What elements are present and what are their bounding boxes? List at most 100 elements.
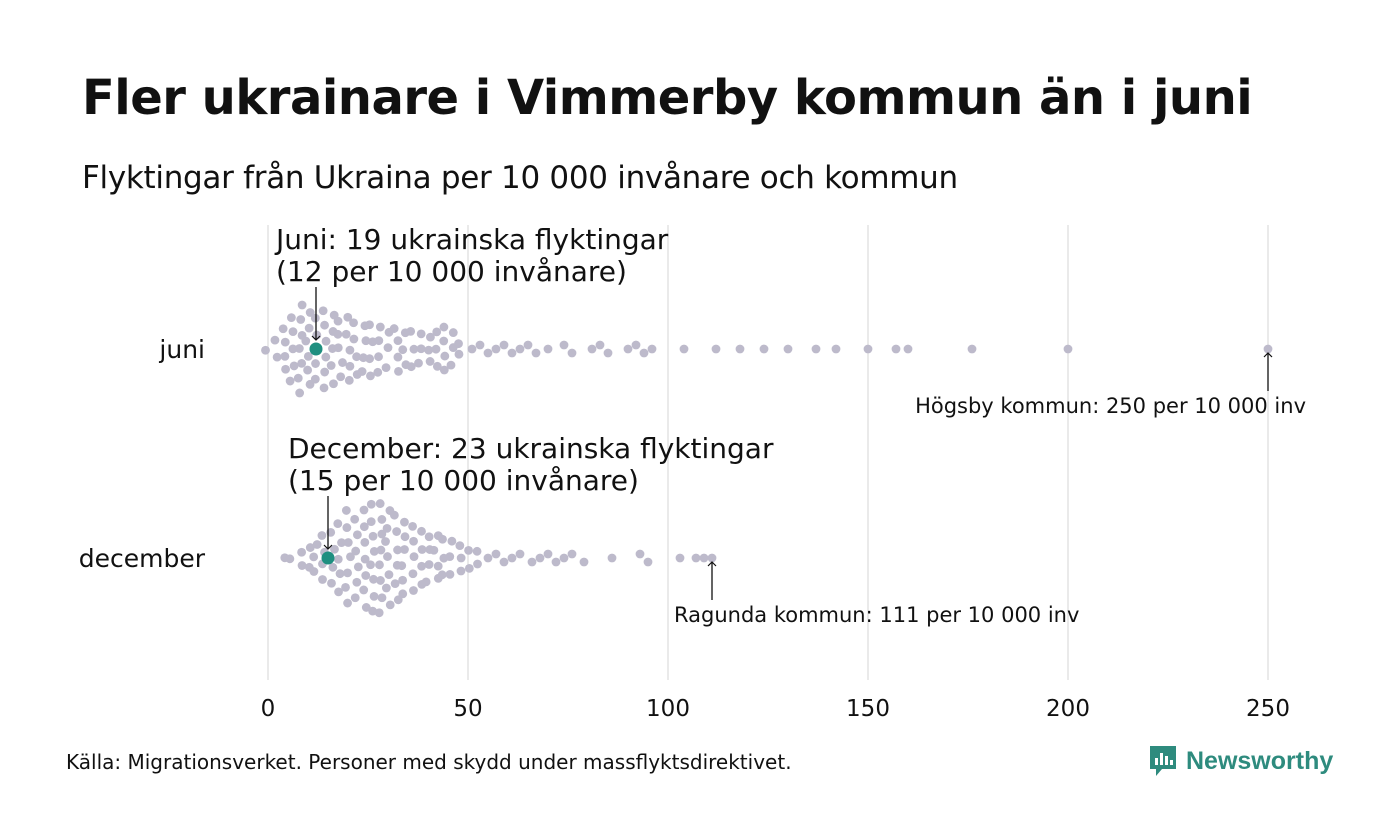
gridlines	[267, 225, 1269, 680]
data-point	[297, 300, 307, 310]
data-point	[278, 324, 288, 334]
max-annotation-label: Ragunda kommun: 111 per 10 000 inv	[674, 603, 1079, 627]
data-point	[631, 340, 641, 350]
data-point	[311, 359, 320, 368]
data-point	[366, 499, 376, 509]
highlight-label-line2: (12 per 10 000 invånare)	[276, 255, 627, 288]
data-point	[735, 344, 745, 354]
data-point	[475, 340, 485, 350]
data-point	[863, 344, 873, 354]
data-point	[310, 374, 320, 384]
data-point	[361, 603, 371, 612]
data-point	[328, 562, 338, 572]
data-point	[366, 560, 375, 570]
data-point	[330, 544, 339, 554]
data-point	[309, 552, 319, 562]
data-point	[297, 358, 307, 368]
data-point	[464, 545, 473, 555]
data-point	[400, 545, 409, 554]
data-point	[392, 527, 402, 536]
data-point	[374, 336, 384, 346]
data-point	[559, 553, 569, 563]
data-point	[303, 351, 313, 361]
data-point	[297, 547, 307, 557]
data-point	[381, 537, 390, 546]
data-point	[377, 529, 387, 539]
data-point	[431, 344, 441, 354]
data-point	[783, 344, 793, 354]
data-point	[334, 587, 343, 597]
data-point	[424, 560, 434, 569]
data-point	[286, 313, 296, 323]
data-point	[377, 515, 387, 524]
data-point	[483, 348, 493, 358]
data-point	[424, 345, 434, 355]
data-point	[312, 540, 322, 549]
data-point	[345, 361, 355, 371]
data-point	[312, 330, 322, 340]
data-point	[440, 351, 450, 361]
data-point	[369, 546, 379, 556]
data-point	[341, 582, 350, 592]
data-point	[341, 506, 351, 515]
data-point	[424, 532, 434, 542]
data-point	[365, 320, 374, 330]
data-point	[587, 344, 597, 354]
data-point	[891, 344, 901, 354]
data-point	[499, 340, 509, 350]
data-point	[366, 371, 375, 381]
data-point	[903, 344, 913, 354]
data-point	[353, 562, 363, 572]
data-point	[320, 367, 330, 377]
data-point	[296, 315, 306, 324]
row-label-december: december	[79, 544, 206, 573]
data-point	[491, 549, 501, 559]
data-point	[515, 549, 525, 559]
data-point	[375, 560, 384, 570]
highlight-label-line1: December: 23 ukrainska flyktingar	[288, 432, 774, 465]
x-tick-label: 50	[453, 696, 482, 722]
data-point	[543, 344, 553, 354]
data-point	[472, 546, 482, 556]
annotations: Juni: 19 ukrainska flyktingar(12 per 10 …	[274, 223, 1306, 627]
data-point	[366, 517, 376, 527]
dots	[261, 300, 1273, 618]
axis-labels: 0 50 100 150 200 250 juni december	[79, 335, 1290, 722]
data-point	[301, 336, 311, 346]
data-point	[531, 348, 541, 358]
data-point	[352, 530, 362, 540]
data-point	[344, 375, 354, 385]
data-point	[338, 358, 347, 367]
data-point	[448, 328, 458, 337]
data-point	[285, 554, 295, 564]
data-point	[383, 552, 392, 561]
chart-subtitle: Flyktingar från Ukraina per 10 000 invån…	[82, 160, 958, 196]
data-point	[329, 379, 338, 389]
chart-logo-icon	[1150, 746, 1176, 776]
data-point	[342, 523, 352, 532]
data-point	[369, 592, 379, 601]
data-point	[406, 326, 416, 336]
data-point	[675, 553, 685, 563]
data-point	[336, 372, 346, 382]
data-point	[429, 545, 439, 555]
data-point	[1263, 344, 1273, 354]
data-point	[341, 329, 351, 339]
data-point	[368, 531, 378, 541]
data-point	[389, 510, 399, 520]
data-point	[365, 354, 375, 364]
data-point	[409, 586, 418, 595]
data-point	[439, 322, 449, 332]
data-point	[337, 538, 346, 548]
data-point	[383, 343, 393, 352]
data-point	[639, 348, 649, 358]
data-point	[261, 345, 270, 355]
brand-logo[interactable]: Newsworthy	[1148, 744, 1333, 778]
data-point	[335, 569, 345, 579]
source-note: Källa: Migrationsverket. Personer med sk…	[66, 750, 792, 774]
data-point	[397, 561, 407, 571]
data-point	[304, 323, 314, 333]
data-point	[567, 549, 577, 559]
data-point	[374, 608, 384, 618]
